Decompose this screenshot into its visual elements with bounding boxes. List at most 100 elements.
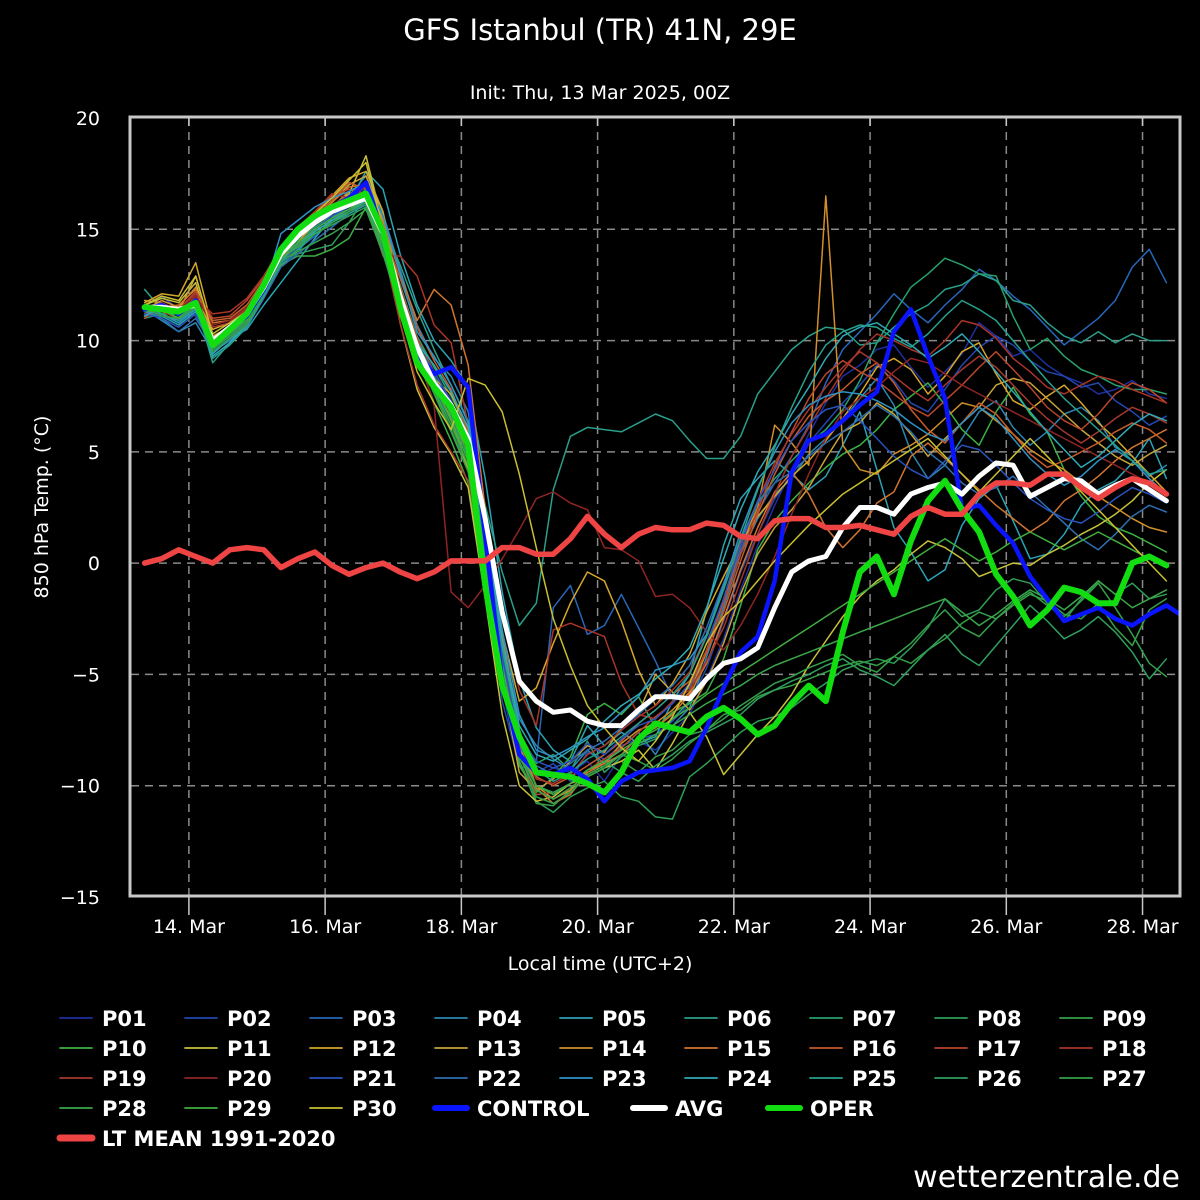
series-line-p08 <box>143 195 1168 820</box>
legend-label: P07 <box>852 1007 897 1031</box>
legend-item[interactable]: P13 <box>434 1037 522 1061</box>
legend-label: P28 <box>102 1097 147 1121</box>
legend-item[interactable]: P03 <box>309 1007 397 1031</box>
legend-item[interactable]: P11 <box>184 1037 272 1061</box>
legend-label: P18 <box>1102 1037 1147 1061</box>
legend-item[interactable]: P16 <box>809 1037 897 1061</box>
legend-label: P23 <box>602 1067 647 1091</box>
legend-item[interactable]: P01 <box>59 1007 147 1031</box>
legend-label: P21 <box>352 1067 397 1091</box>
legend-label: P01 <box>102 1007 147 1031</box>
legend-label: P26 <box>977 1067 1022 1091</box>
x-tick-label: 20. Mar <box>562 916 634 938</box>
legend-item[interactable]: P10 <box>59 1037 147 1061</box>
y-tick-label: −15 <box>60 887 100 909</box>
legend-label: AVG <box>675 1097 723 1121</box>
legend-item[interactable]: P25 <box>809 1067 897 1091</box>
legend-item[interactable]: P14 <box>559 1037 647 1061</box>
legend-item[interactable]: P17 <box>934 1037 1022 1061</box>
x-tick-label: 28. Mar <box>1106 916 1178 938</box>
chart-subtitle: Init: Thu, 13 Mar 2025, 00Z <box>470 82 730 104</box>
x-tick-label: 26. Mar <box>970 916 1042 938</box>
y-tick-label: 5 <box>88 442 100 464</box>
series-line-p28 <box>143 201 1168 800</box>
legend-label: P24 <box>727 1067 772 1091</box>
y-tick-label: 15 <box>76 219 100 241</box>
legend-item[interactable]: P19 <box>59 1067 147 1091</box>
legend-label: P11 <box>227 1037 272 1061</box>
legend-item[interactable]: P15 <box>684 1037 772 1061</box>
legend-label: P16 <box>852 1037 897 1061</box>
legend-label: P08 <box>977 1007 1022 1031</box>
legend-label: P29 <box>227 1097 272 1121</box>
legend-item[interactable]: P26 <box>934 1067 1022 1091</box>
legend-label: P02 <box>227 1007 272 1031</box>
x-tick-label: 24. Mar <box>834 916 906 938</box>
y-tick-label: −5 <box>72 664 100 686</box>
y-axis-label: 850 hPa Temp. (°C) <box>31 416 53 599</box>
legend-label: P09 <box>1102 1007 1147 1031</box>
legend-label: P17 <box>977 1037 1022 1061</box>
x-tick-label: 18. Mar <box>425 916 497 938</box>
legend-label: P05 <box>602 1007 647 1031</box>
legend-label: P19 <box>102 1067 147 1091</box>
series-line-p29 <box>143 197 1168 796</box>
y-tick-label: −10 <box>60 776 100 798</box>
legend-item[interactable]: P12 <box>309 1037 397 1061</box>
series-line-p07 <box>143 197 1168 774</box>
y-axis-ticks: 20 15 10 5 0 −5 −10 −15 <box>60 108 100 909</box>
y-tick-label: 0 <box>88 553 100 575</box>
legend-item[interactable]: P05 <box>559 1007 647 1031</box>
y-tick-label: 10 <box>76 331 100 353</box>
legend-item[interactable]: P20 <box>184 1067 272 1091</box>
legend-item[interactable]: P07 <box>809 1007 897 1031</box>
legend: P01 P02 P03 P04 P05 P06 P07 P08 P09 P10 P11 P12 P13 P… <box>56 1007 1147 1151</box>
legend-item[interactable]: P09 <box>1059 1007 1147 1031</box>
credit: wetterzentrale.de <box>913 1160 1180 1195</box>
legend-label: P04 <box>477 1007 522 1031</box>
legend-item[interactable]: P24 <box>684 1067 772 1091</box>
legend-item[interactable]: P22 <box>434 1067 522 1091</box>
legend-item[interactable]: P30 <box>309 1097 397 1121</box>
legend-item[interactable]: P08 <box>934 1007 1022 1031</box>
series-line-lt-mean-1991-2020 <box>141 471 1170 582</box>
x-tick-label: 16. Mar <box>289 916 361 938</box>
legend-item[interactable]: P06 <box>684 1007 772 1031</box>
x-axis-label: Local time (UTC+2) <box>508 953 693 975</box>
legend-label: LT MEAN 1991-2020 <box>102 1127 336 1151</box>
x-axis-ticks: 14. Mar 16. Mar 18. Mar 20. Mar 22. Mar 24. M… <box>153 118 1179 938</box>
legend-item[interactable]: P21 <box>309 1067 397 1091</box>
legend-label: P22 <box>477 1067 522 1091</box>
legend-item[interactable]: P27 <box>1059 1067 1147 1091</box>
series-group <box>141 155 1180 820</box>
plot-frame <box>128 115 1182 898</box>
legend-item[interactable]: P28 <box>59 1097 147 1121</box>
legend-item[interactable]: AVG <box>630 1097 723 1121</box>
series-line-avg <box>142 195 1169 729</box>
grid <box>131 118 1180 897</box>
legend-item[interactable]: P04 <box>434 1007 522 1031</box>
y-tick-label: 20 <box>76 108 100 130</box>
legend-label: P10 <box>102 1037 147 1061</box>
legend-label: P20 <box>227 1067 272 1091</box>
legend-item[interactable]: OPER <box>765 1097 874 1121</box>
legend-label: P12 <box>352 1037 397 1061</box>
legend-label: P14 <box>602 1037 647 1061</box>
legend-label: P06 <box>727 1007 772 1031</box>
legend-label: P27 <box>1102 1067 1147 1091</box>
legend-item[interactable]: P02 <box>184 1007 272 1031</box>
series-line-p23 <box>143 181 1168 758</box>
legend-item[interactable]: P18 <box>1059 1037 1147 1061</box>
legend-item[interactable]: P29 <box>184 1097 272 1121</box>
legend-label: OPER <box>810 1097 874 1121</box>
x-tick-label: 14. Mar <box>153 916 225 938</box>
legend-item[interactable]: CONTROL <box>432 1097 590 1121</box>
legend-item[interactable]: P23 <box>559 1067 647 1091</box>
series-line-p24 <box>143 199 1168 762</box>
legend-label: P13 <box>477 1037 522 1061</box>
legend-item[interactable]: LT MEAN 1991-2020 <box>56 1127 336 1151</box>
series-line-oper <box>141 190 1170 796</box>
legend-label: CONTROL <box>477 1097 590 1121</box>
